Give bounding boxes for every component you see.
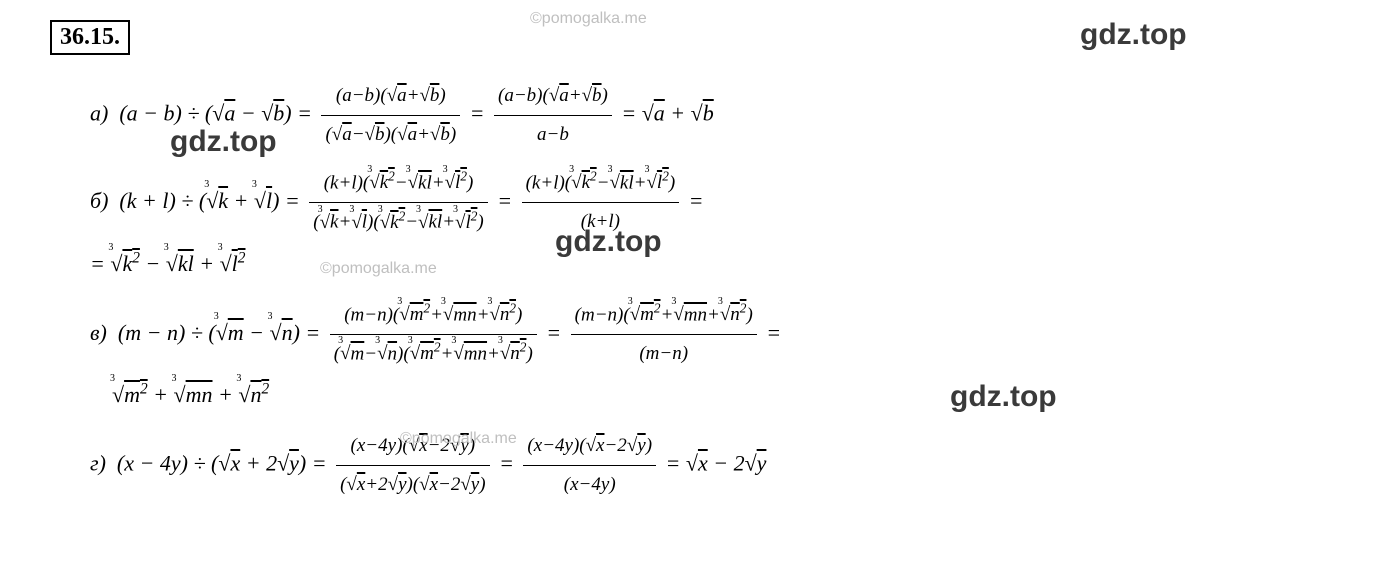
problem-number: 36.15. [50, 20, 130, 55]
fraction: (a−b)(√a+√b) (√a−√b)(√a+√b) [321, 77, 460, 154]
fraction: (m−n)(3√m2+3√mn+3√n2) (m−n) [571, 296, 757, 373]
watermark-pomogalka: ©pomogalka.me [530, 10, 647, 28]
solution-item-g: г) (x − 4y) ÷ (√x + 2√y) = (x−4y)(√x−2√y… [90, 427, 1350, 504]
fraction: (m−n)(3√m2+3√mn+3√n2) (3√m−3√n)(3√m2+3√m… [330, 296, 537, 374]
fraction: (a−b)(√a+√b) a−b [494, 77, 612, 154]
fraction: (k+l)(3√k2−3√kl+3√l2) (k+l) [522, 164, 680, 241]
fraction: (x−4y)(√x−2√y) (x−4y) [523, 427, 656, 504]
solution-item-b: б) (k + l) ÷ (3√k + 3√l) = (k+l)(3√k2−3√… [90, 164, 1350, 286]
fraction: (k+l)(3√k2−3√kl+3√l2) (3√k+3√l)(3√k2−3√k… [309, 164, 487, 242]
watermark-gdztop: gdz.top [1080, 18, 1187, 52]
fraction: (x−4y)(√x−2√y) (√x+2√y)(√x−2√y) [336, 427, 489, 504]
solution-item-v: в) (m − n) ÷ (3√m − 3√n) = (m−n)(3√m2+3√… [90, 296, 1350, 418]
item-label: в) [90, 320, 107, 345]
solution-item-a: а) (a − b) ÷ (√a − √b) = (a−b)(√a+√b) (√… [90, 77, 1350, 154]
item-label: г) [90, 451, 106, 476]
item-label: а) [90, 101, 108, 126]
item-label: б) [90, 188, 108, 213]
